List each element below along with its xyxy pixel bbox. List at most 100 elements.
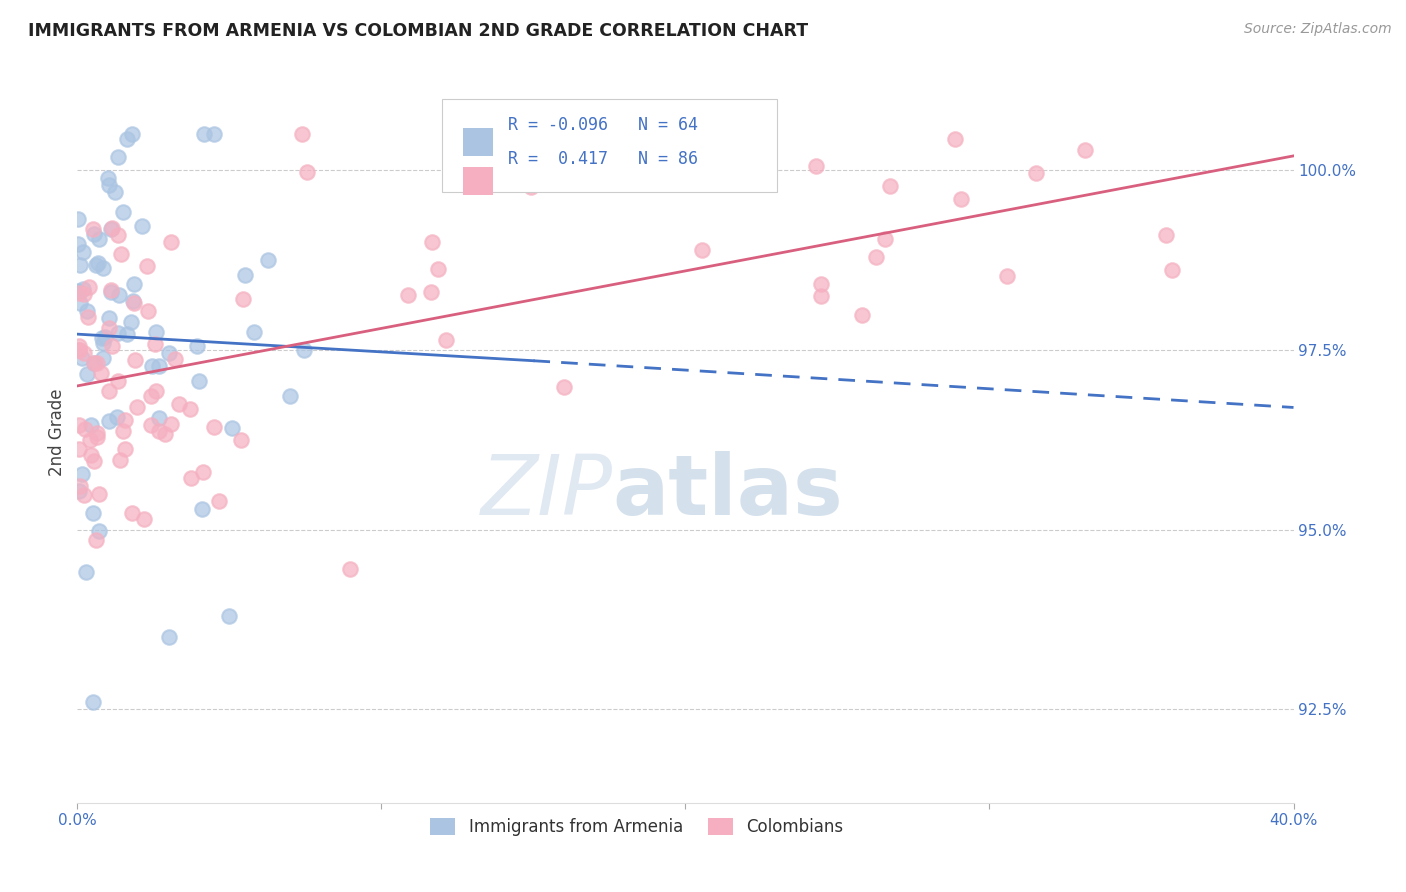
Point: [167, 397, 190, 411]
Point: [107, 374, 129, 388]
Point: [86, 430, 108, 444]
Point: [434, 333, 457, 347]
Point: [72, 282, 94, 296]
Point: [69, 478, 91, 492]
Point: [141, 417, 163, 432]
Point: [107, 326, 129, 340]
Point: [243, 326, 266, 340]
Point: [997, 269, 1019, 284]
Point: [69, 258, 91, 272]
Point: [231, 292, 253, 306]
Point: [141, 389, 163, 403]
Text: R =  0.417   N = 86: R = 0.417 N = 86: [508, 150, 697, 168]
Point: [145, 337, 167, 351]
Point: [101, 339, 124, 353]
Point: [257, 252, 280, 267]
Point: [86, 356, 108, 370]
Point: [132, 512, 155, 526]
Point: [1156, 228, 1178, 243]
Point: [115, 326, 138, 341]
FancyBboxPatch shape: [441, 99, 776, 192]
Point: [122, 293, 145, 308]
Point: [100, 221, 122, 235]
Point: [804, 159, 827, 173]
Point: [193, 128, 215, 142]
Point: [67, 286, 90, 301]
Point: [165, 351, 187, 366]
Point: [136, 304, 159, 318]
Point: [873, 232, 896, 246]
Point: [70, 467, 93, 482]
Point: [90, 366, 112, 380]
Point: [148, 425, 170, 439]
Point: [122, 277, 145, 291]
Point: [67, 343, 90, 358]
Point: [160, 235, 183, 250]
Point: [553, 380, 575, 394]
Point: [114, 412, 136, 426]
Point: [66, 284, 89, 298]
Point: [79, 434, 101, 448]
Point: [73, 346, 96, 360]
Point: [396, 288, 419, 302]
Point: [75, 422, 97, 436]
Point: [72, 488, 94, 502]
Point: [84, 533, 107, 548]
Point: [157, 631, 180, 645]
Point: [67, 339, 90, 353]
Point: [105, 409, 128, 424]
Point: [84, 258, 107, 272]
Point: [98, 311, 121, 326]
Point: [122, 296, 145, 310]
Point: [107, 228, 129, 243]
Point: [80, 448, 103, 462]
Point: [108, 287, 131, 301]
Point: [148, 410, 170, 425]
Point: [69, 296, 91, 310]
Point: [160, 417, 183, 432]
Point: [810, 289, 832, 303]
Point: [121, 128, 143, 142]
Point: [1073, 143, 1095, 157]
Text: atlas: atlas: [613, 451, 844, 533]
Point: [80, 418, 103, 433]
Point: [1161, 263, 1184, 277]
Point: [420, 235, 443, 250]
Point: [148, 359, 170, 373]
Point: [67, 483, 90, 498]
Point: [426, 262, 449, 277]
Point: [98, 178, 121, 193]
Point: [89, 232, 111, 246]
Point: [72, 351, 94, 365]
Point: [100, 283, 122, 297]
Point: [67, 442, 90, 456]
Point: [208, 494, 231, 508]
Point: [97, 414, 120, 428]
Point: [127, 400, 149, 414]
Point: [221, 421, 243, 435]
Point: [72, 245, 94, 260]
Point: [91, 336, 114, 351]
Point: [186, 339, 208, 353]
Point: [145, 325, 167, 339]
Text: ZIP: ZIP: [481, 451, 613, 533]
Point: [231, 433, 253, 447]
Text: Source: ZipAtlas.com: Source: ZipAtlas.com: [1244, 22, 1392, 37]
Point: [339, 562, 361, 576]
Point: [120, 315, 142, 329]
Point: [157, 345, 180, 359]
Point: [91, 261, 114, 276]
Point: [179, 401, 201, 416]
FancyBboxPatch shape: [463, 167, 494, 195]
Point: [82, 695, 104, 709]
Point: [73, 286, 96, 301]
Point: [191, 502, 214, 516]
Point: [114, 442, 136, 456]
Point: [110, 453, 132, 467]
Point: [82, 222, 104, 236]
Point: [91, 331, 114, 345]
Point: [100, 221, 122, 235]
Point: [104, 186, 127, 200]
Point: [292, 343, 315, 357]
Point: [89, 487, 111, 501]
